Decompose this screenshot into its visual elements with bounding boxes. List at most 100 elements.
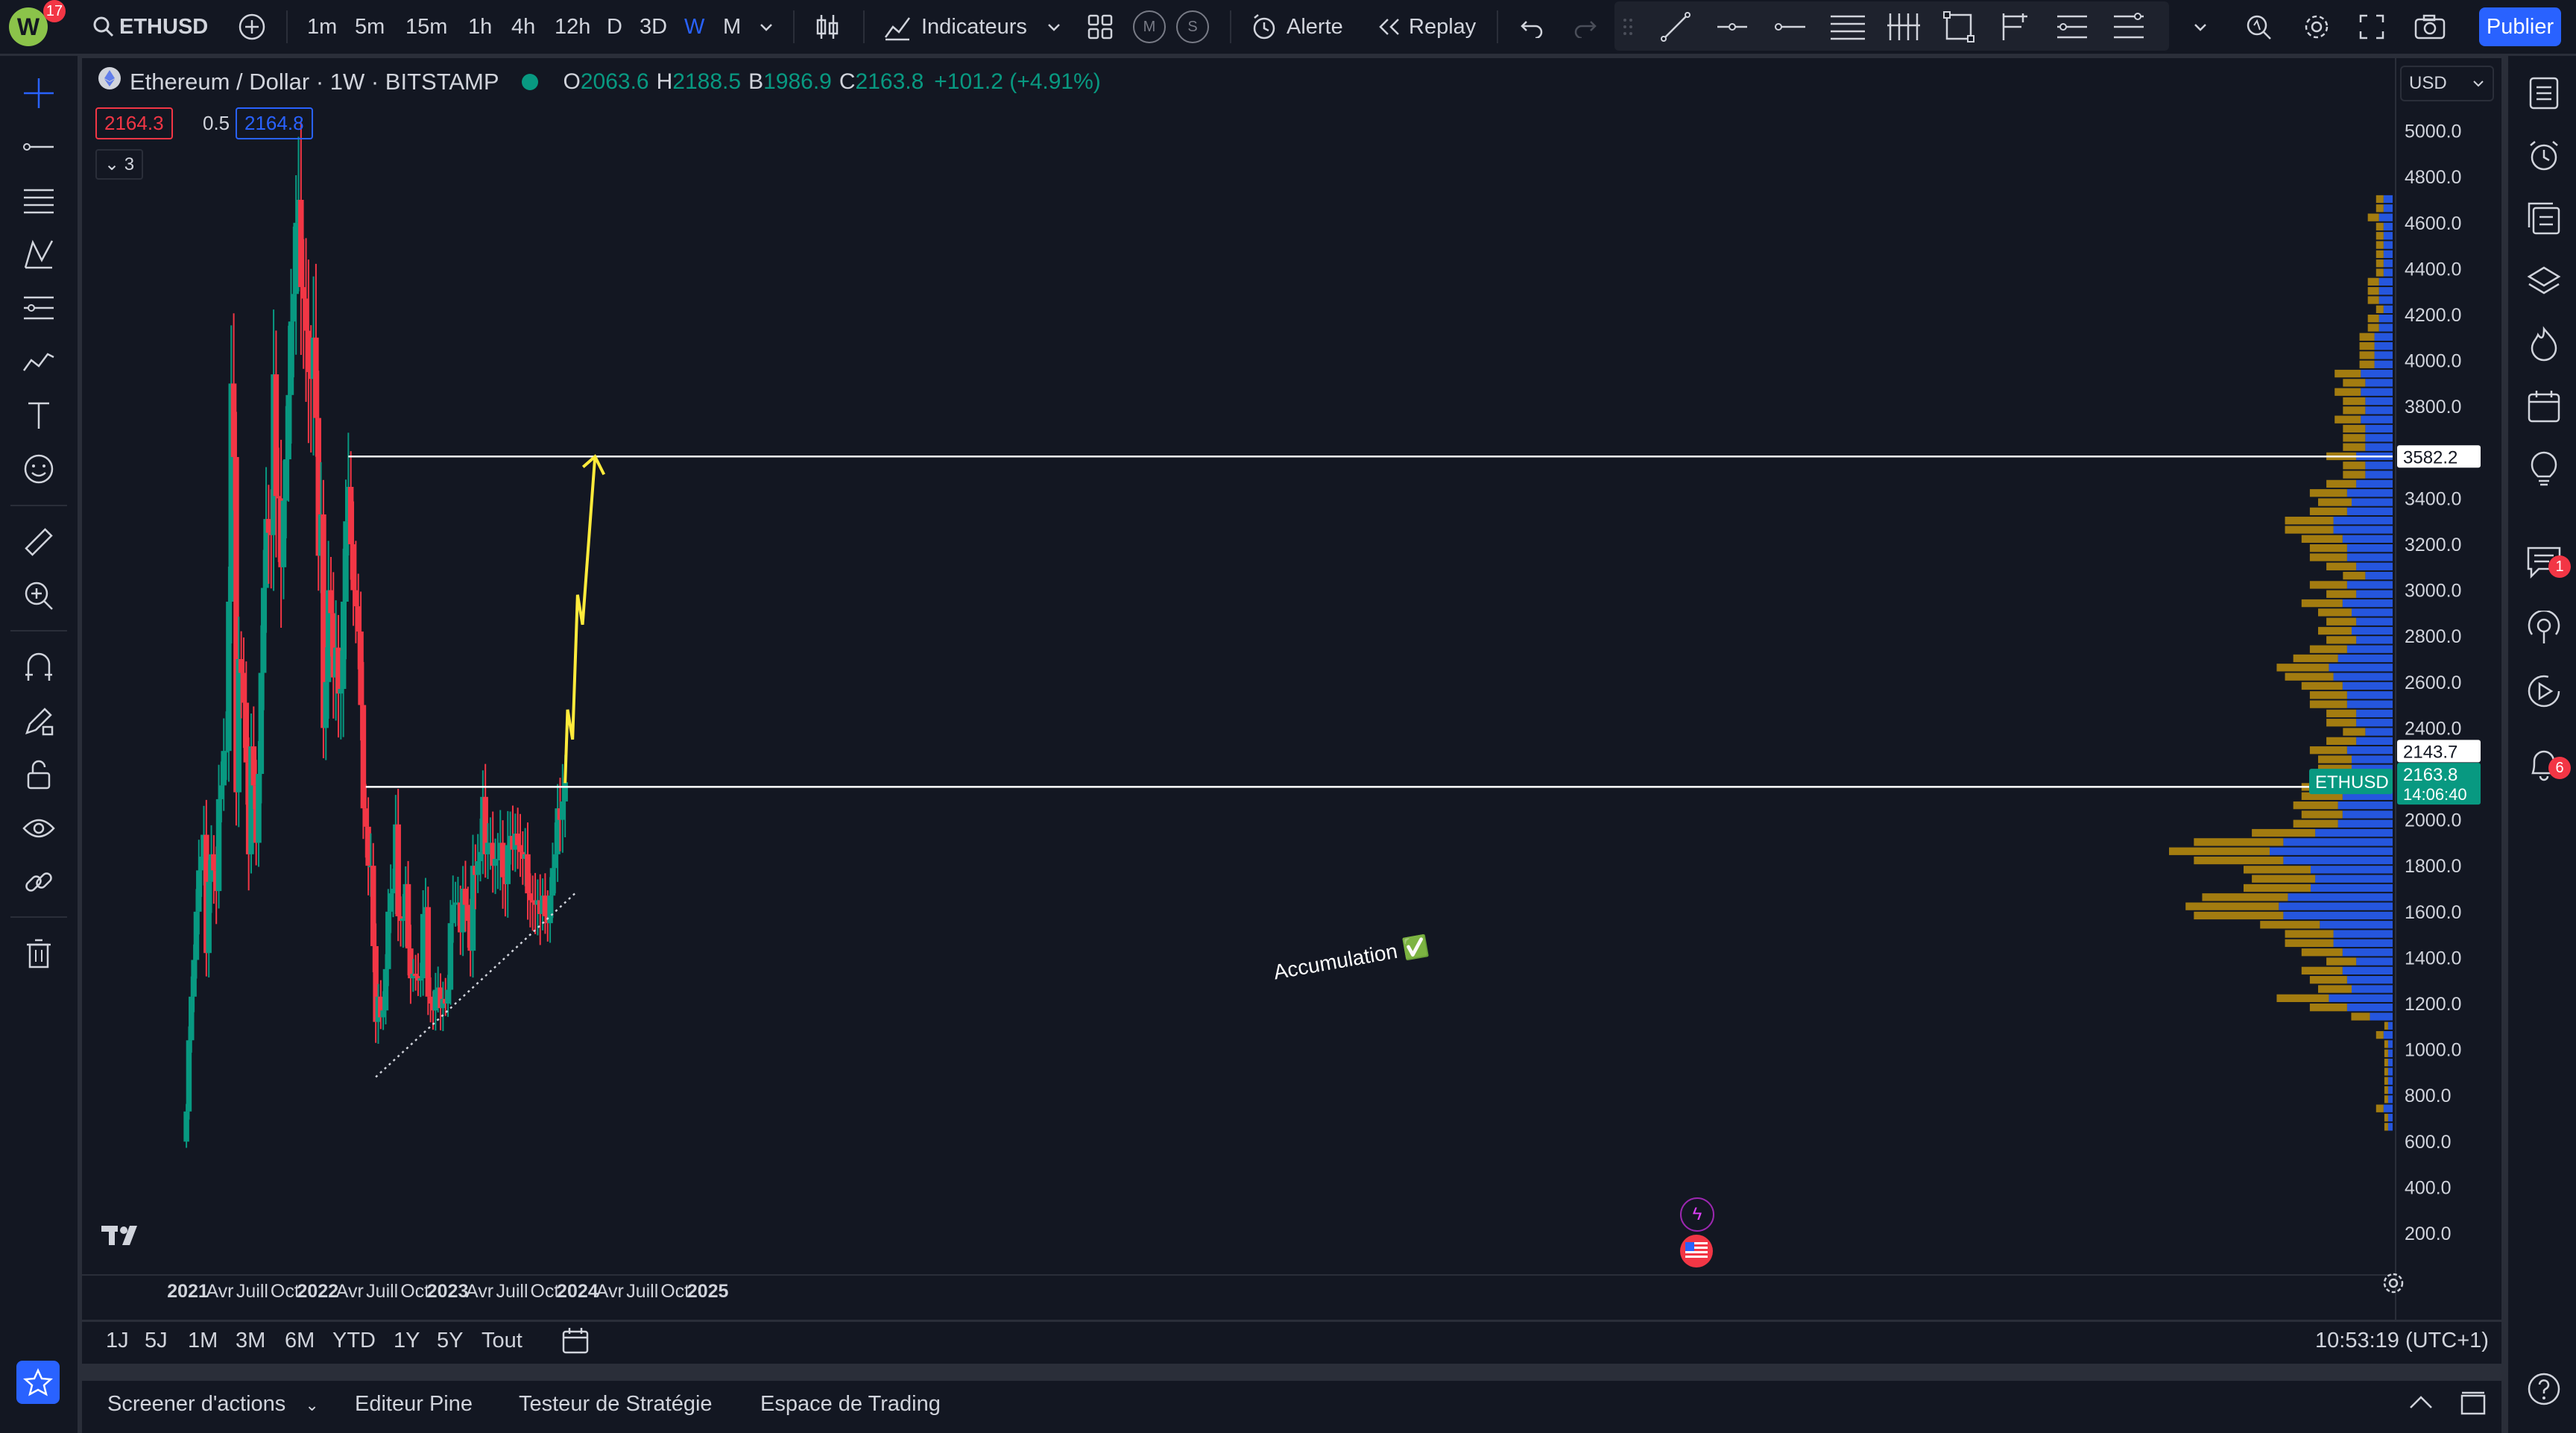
layouts-button[interactable] <box>1087 0 1114 54</box>
pattern-tool[interactable] <box>21 236 57 272</box>
interval-d[interactable]: D <box>607 14 622 39</box>
interval-3d[interactable]: 3D <box>640 14 668 39</box>
buy-button[interactable]: 2164.8 <box>236 107 313 139</box>
quick-search-button[interactable] <box>2244 0 2273 54</box>
favorites-button[interactable] <box>16 1361 60 1404</box>
zoom-tool[interactable] <box>21 578 57 614</box>
chart-pane[interactable]: 5000.0 4800.0 4600.0 4400.0 4200.0 4000.0 3800… <box>82 58 2501 1360</box>
chart-legend[interactable]: Ethereum / Dollar · 1W · BITSTAMP O 2063… <box>130 67 1101 97</box>
chats-button[interactable] <box>2525 542 2563 581</box>
fib-tool[interactable] <box>1998 0 2032 54</box>
sell-button[interactable]: 2164.3 <box>95 107 173 139</box>
collapse-panel-button[interactable] <box>2406 1391 2436 1417</box>
add-symbol-button[interactable] <box>237 0 267 54</box>
price-chart[interactable]: 5000.04800.04600.04400.04200.04000.03800… <box>82 58 2501 1320</box>
range-1m[interactable]: 1M <box>188 1329 218 1352</box>
calendar-panel-button[interactable] <box>2525 387 2563 426</box>
go-to-date-button[interactable] <box>561 1326 590 1359</box>
alerts-panel-button[interactable] <box>2525 136 2563 175</box>
resistance-price-badge[interactable]: 3582.2 <box>2403 447 2457 467</box>
symbol-search-button[interactable]: ETHUSD <box>92 0 208 54</box>
undo-button[interactable] <box>1519 0 1544 54</box>
user-avatar[interactable]: W <box>9 0 48 54</box>
tab-pine-editor[interactable]: Editeur Pine <box>355 1392 473 1416</box>
snapshot-button[interactable] <box>2414 0 2446 54</box>
range-1y[interactable]: 1Y <box>394 1329 420 1352</box>
remove-drawings-tool[interactable] <box>21 936 57 971</box>
range-3m[interactable]: 3M <box>236 1329 266 1352</box>
axis-settings-button[interactable] <box>2381 1270 2406 1300</box>
long-position-tool[interactable] <box>2054 0 2090 54</box>
clock-timezone[interactable]: 10:53:19 (UTC+1) <box>2315 1329 2489 1352</box>
crosshair-tool[interactable] <box>21 75 57 111</box>
magnet-tool[interactable] <box>21 649 57 685</box>
replay-panel-button[interactable] <box>2525 672 2563 711</box>
channel-tool[interactable] <box>21 183 57 218</box>
interval-1m[interactable]: 1m <box>307 14 338 39</box>
settings-button[interactable] <box>2302 0 2332 54</box>
lock-drawings-tool[interactable] <box>21 757 57 793</box>
ideas-button[interactable] <box>2525 450 2563 488</box>
currency-select[interactable]: USD <box>2400 66 2494 101</box>
alert-button[interactable]: Alerte <box>1249 0 1343 54</box>
range-5j[interactable]: 5J <box>145 1329 168 1352</box>
streams-button[interactable] <box>2525 609 2563 648</box>
range-ytd[interactable]: YTD <box>332 1329 376 1352</box>
ray-tool[interactable] <box>1774 0 1807 54</box>
range-6m[interactable]: 6M <box>285 1329 315 1352</box>
data-window-button[interactable] <box>2525 199 2563 238</box>
maximize-panel-button[interactable] <box>2458 1388 2488 1422</box>
interval-15m[interactable]: 15m <box>405 14 448 39</box>
fullscreen-button[interactable] <box>2358 0 2385 54</box>
indicators-dropdown-button[interactable] <box>1045 0 1063 54</box>
watchlist-button[interactable] <box>2525 74 2563 113</box>
publish-button[interactable]: Publier <box>2479 7 2561 46</box>
projection-tool[interactable] <box>2111 0 2147 54</box>
interval-m[interactable]: M <box>723 14 742 39</box>
interval-w[interactable]: W <box>684 14 705 39</box>
pitchfork-tool[interactable] <box>1886 0 1922 54</box>
emoji-tool[interactable] <box>21 451 57 487</box>
horizontal-ray-tool[interactable] <box>1716 0 1749 54</box>
text-tool[interactable] <box>21 397 57 433</box>
interval-1h[interactable]: 1h <box>468 14 493 39</box>
interval-dropdown-button[interactable] <box>757 0 775 54</box>
trend-line-tool[interactable] <box>1659 0 1692 54</box>
measure-tool[interactable] <box>21 524 57 560</box>
interval-12h[interactable]: 12h <box>555 14 591 39</box>
m-toggle-button[interactable]: M <box>1133 0 1166 54</box>
replay-button[interactable]: Replay <box>1376 0 1476 54</box>
tab-screener[interactable]: Screener d'actions ⌄ <box>107 1392 319 1417</box>
parallel-channel-tool[interactable] <box>1829 0 1866 54</box>
support-price-badge[interactable]: 2143.7 <box>2403 742 2457 762</box>
projection-path[interactable] <box>564 456 597 784</box>
rectangle-tool[interactable] <box>1942 0 1975 54</box>
tab-strategy-tester[interactable]: Testeur de Stratégie <box>519 1392 713 1416</box>
economic-event-flag-icon[interactable] <box>1680 1235 1713 1267</box>
range-tout[interactable]: Tout <box>482 1329 523 1352</box>
tradingview-logo[interactable] <box>100 1223 148 1252</box>
s-toggle-button[interactable]: S <box>1176 0 1209 54</box>
brush-tool[interactable] <box>21 344 57 379</box>
chart-type-button[interactable] <box>814 0 841 54</box>
hotlists-button[interactable] <box>2525 324 2563 363</box>
line-tool[interactable] <box>21 129 57 165</box>
help-button[interactable] <box>2525 1370 2563 1408</box>
object-tree-button[interactable] <box>2525 262 2563 300</box>
range-1j[interactable]: 1J <box>106 1329 129 1352</box>
range-5y[interactable]: 5Y <box>437 1329 464 1352</box>
interval-5m[interactable]: 5m <box>355 14 385 39</box>
fib-retracement-tool[interactable] <box>21 290 57 326</box>
interval-4h[interactable]: 4h <box>511 14 536 39</box>
tab-trading-panel[interactable]: Espace de Trading <box>760 1392 941 1416</box>
indicators-collapse-button[interactable]: ⌄ 3 <box>95 149 144 180</box>
toolbar-dropdown-button[interactable] <box>2191 0 2209 54</box>
link-tool[interactable] <box>21 864 57 900</box>
hide-drawings-tool[interactable] <box>21 810 57 846</box>
indicators-button[interactable]: Indicateurs <box>883 0 1027 54</box>
event-flash-icon[interactable]: ϟ <box>1680 1197 1714 1232</box>
redo-button[interactable] <box>1573 0 1598 54</box>
drag-handle[interactable] <box>1622 0 1634 54</box>
stay-in-drawing-tool[interactable] <box>21 703 57 739</box>
last-price-badge[interactable]: 2163.8 <box>2403 765 2457 785</box>
